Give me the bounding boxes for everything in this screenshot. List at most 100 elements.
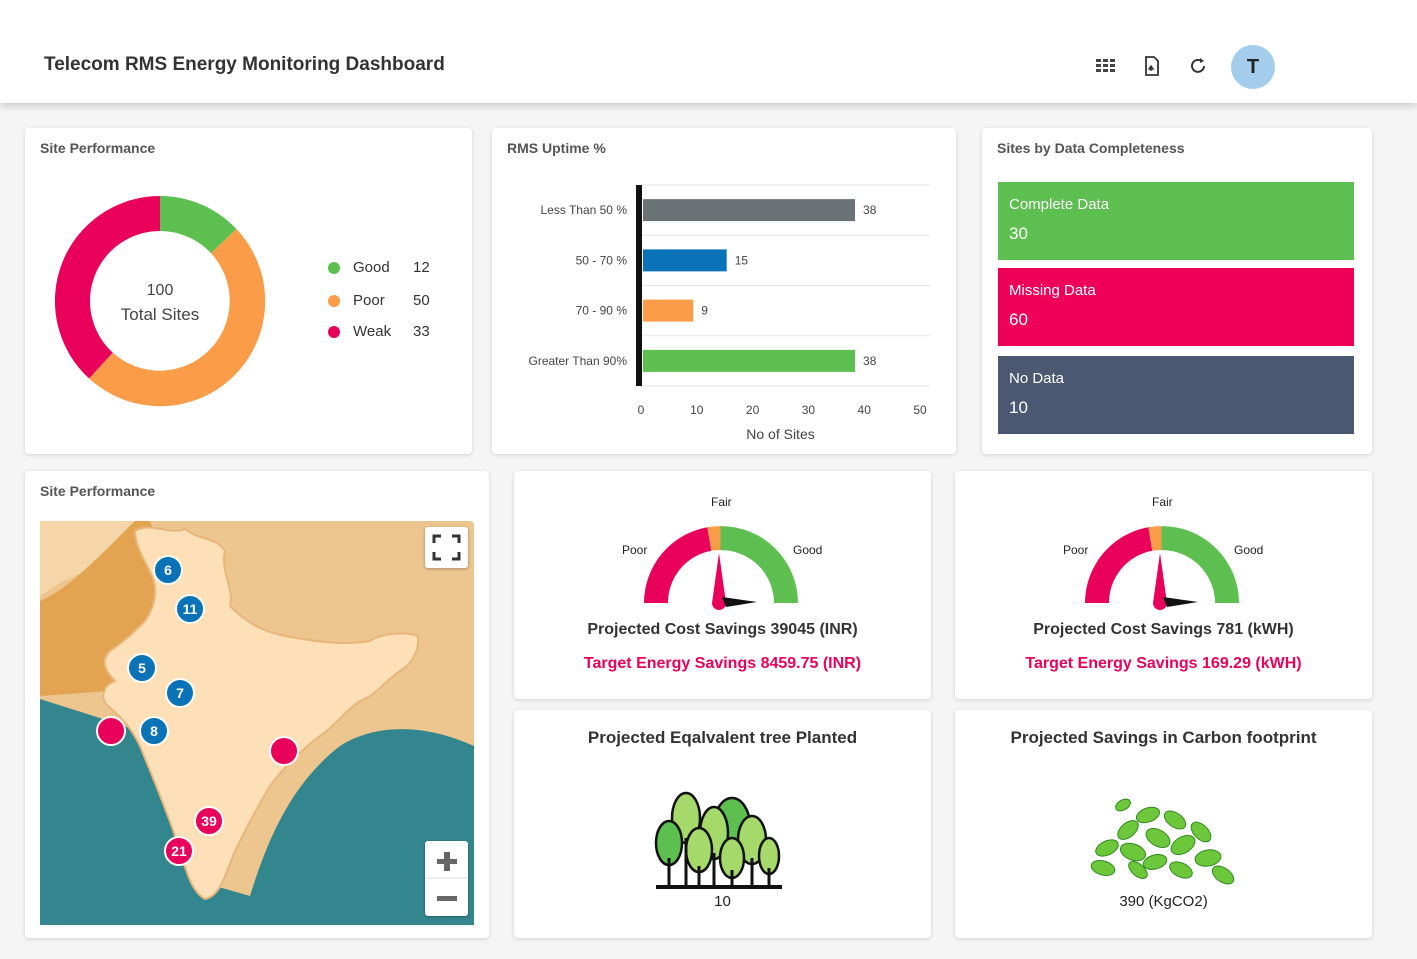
data-label: 38 — [863, 203, 877, 217]
bar[interactable] — [643, 299, 694, 322]
map-marker[interactable]: 7 — [165, 678, 195, 708]
gauge-good-segment — [720, 526, 798, 603]
donut-center-label: Total Sites — [120, 305, 200, 324]
gauge-fair-label: Fair — [1152, 495, 1173, 509]
tile-label: Missing Data — [1009, 282, 1096, 299]
card-title: Site Performance — [40, 483, 156, 499]
data-label: 9 — [701, 304, 708, 318]
avatar[interactable]: T — [1231, 45, 1275, 89]
gauge-good-label: Good — [793, 543, 822, 557]
donut-slice-good[interactable] — [160, 196, 237, 254]
zoom-controls-graphic — [425, 852, 468, 901]
fullscreen-button[interactable] — [425, 527, 468, 568]
x-tick-label: 0 — [638, 403, 645, 417]
gauge-poor-label: Poor — [622, 543, 647, 557]
x-tick-label: 10 — [690, 403, 704, 417]
map-marker[interactable]: 8 — [139, 716, 169, 746]
missing-data-tile[interactable]: Missing Data 60 — [998, 268, 1354, 346]
gauge-good-segment — [1161, 526, 1239, 603]
fullscreen-icon — [432, 534, 461, 561]
map-marker[interactable]: 11 — [175, 594, 205, 624]
gauge-needle — [712, 553, 726, 610]
complete-data-tile[interactable]: Complete Data 30 — [998, 182, 1354, 260]
category-label: 70 - 90 % — [576, 304, 628, 318]
gauge-needle-shadow — [1163, 597, 1198, 607]
donut-chart — [54, 195, 266, 407]
map-marker[interactable]: 6 — [153, 555, 183, 585]
energy-savings-gauge-card: Fair Poor Good Projected Cost Savings 78… — [955, 471, 1372, 699]
rms-uptime-card: RMS Uptime % Less Than 50 % 38 50 - 70 % 15… — [492, 128, 956, 454]
site-performance-card: Site Performance 100 Total Sites Good 12… — [25, 128, 472, 454]
gauge-fair-segment — [1148, 526, 1162, 551]
app-header: Telecom RMS Energy Monitoring Dashboard … — [0, 0, 1417, 103]
card-title: RMS Uptime % — [507, 140, 606, 156]
legend-value: 12 — [413, 259, 430, 276]
bar[interactable] — [643, 199, 856, 222]
donut-slice-weak[interactable] — [54, 195, 160, 379]
grid-icon[interactable] — [1094, 54, 1118, 78]
site-map-card: Site Performance 6 11 5 7 8 39 21 — [25, 471, 489, 938]
carbon-footprint-card: Projected Savings in Carbon footprint 39… — [955, 710, 1372, 938]
trees-value: 10 — [714, 893, 731, 910]
india-map[interactable] — [40, 521, 474, 925]
gauge-chart: Fair Poor Good — [622, 495, 822, 610]
cost-savings-gauge-card: Fair Poor Good Projected Cost Savings 39… — [514, 471, 931, 699]
card-title: Sites by Data Completeness — [997, 140, 1185, 156]
x-tick-label: 50 — [913, 403, 927, 417]
trees-icon — [654, 791, 782, 889]
zoom-out-icon[interactable] — [437, 896, 457, 901]
projected-cost-savings: Projected Cost Savings 39045 (INR) — [587, 621, 858, 638]
map-marker[interactable] — [269, 736, 299, 766]
bar[interactable] — [643, 349, 856, 372]
category-label: Greater Than 90% — [528, 354, 627, 368]
projected-cost-savings: Projected Cost Savings 781 (kWH) — [1033, 621, 1294, 638]
donut-center-value: 100 — [146, 282, 174, 299]
carbon-title: Projected Savings in Carbon footprint — [1010, 728, 1317, 747]
legend-label: Good — [353, 259, 390, 276]
legend-value: 33 — [413, 323, 430, 340]
refresh-icon[interactable] — [1186, 54, 1210, 78]
category-label: 50 - 70 % — [576, 253, 628, 267]
gauge-fair-label: Fair — [711, 495, 732, 509]
map-marker[interactable]: 5 — [127, 653, 157, 683]
gauge-needle — [1153, 553, 1167, 610]
tile-value: 30 — [1009, 224, 1028, 243]
card-title: Site Performance — [40, 140, 156, 156]
gauge-fair-segment — [707, 526, 721, 551]
legend-label: Poor — [353, 292, 385, 309]
zoom-in-icon[interactable] — [437, 852, 457, 871]
tile-value: 10 — [1009, 398, 1028, 417]
legend-value: 50 — [413, 292, 430, 309]
tile-label: No Data — [1009, 370, 1065, 387]
gauge-poor-segment — [644, 527, 712, 603]
tile-label: Complete Data — [1009, 196, 1110, 213]
zoom-controls — [425, 841, 468, 916]
x-tick-label: 40 — [858, 403, 872, 417]
legend-dot — [328, 325, 340, 338]
map-marker[interactable]: 21 — [164, 836, 194, 866]
tile-value: 60 — [1009, 310, 1028, 329]
legend-dot — [328, 261, 340, 274]
pdf-export-icon[interactable] — [1140, 54, 1164, 78]
bar[interactable] — [643, 249, 727, 272]
carbon-value: 390 (KgCO2) — [1119, 893, 1208, 910]
donut-slice-poor[interactable] — [89, 229, 266, 407]
legend-dot — [328, 294, 340, 307]
rms-uptime-chart: Less Than 50 % 38 50 - 70 % 15 70 - 90 % 9 Gre… — [528, 184, 930, 442]
x-tick-label: 30 — [802, 403, 816, 417]
x-axis-label: No of Sites — [746, 426, 814, 442]
legend-item-weak[interactable]: Weak 33 — [328, 323, 430, 340]
gauge-needle-shadow — [722, 597, 757, 607]
legend-label: Weak — [353, 323, 392, 340]
trees-planted-card: Projected Eqalvalent tree Planted 10 — [514, 710, 931, 938]
no-data-tile[interactable]: No Data 10 — [998, 356, 1354, 434]
leaves-icon — [1090, 798, 1235, 885]
page-title: Telecom RMS Energy Monitoring Dashboard — [44, 54, 445, 75]
map-marker[interactable] — [96, 716, 126, 746]
target-energy-savings: Target Energy Savings 169.29 (kWH) — [1025, 655, 1302, 672]
data-label: 15 — [735, 253, 749, 267]
legend-item-poor[interactable]: Poor 50 — [328, 292, 430, 309]
legend-item-good[interactable]: Good 12 — [328, 259, 430, 276]
gauge-poor-segment — [1085, 527, 1153, 603]
map-marker[interactable]: 39 — [194, 806, 224, 836]
